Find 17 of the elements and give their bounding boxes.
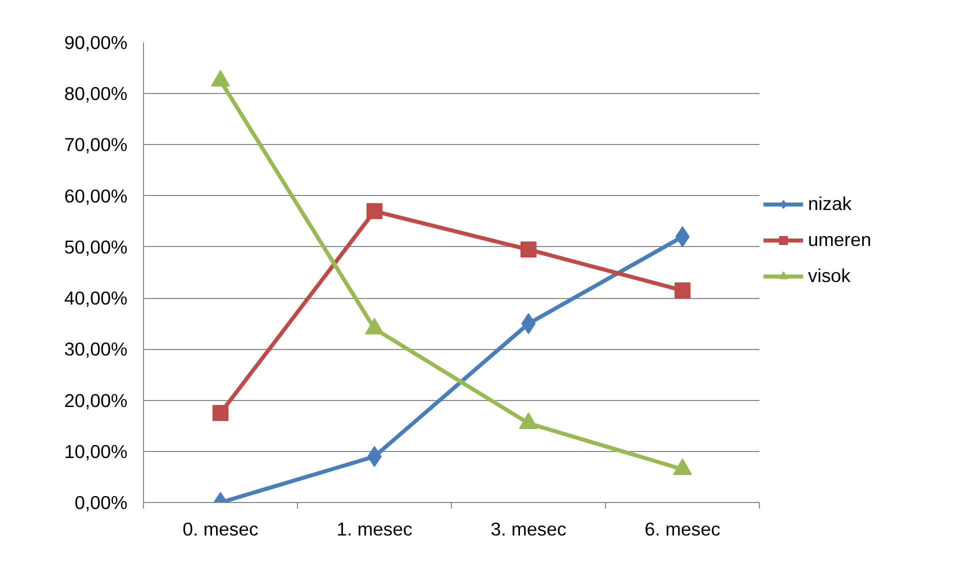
y-tick-label: 40,00% [64, 288, 128, 309]
legend-label: umeren [808, 229, 872, 251]
y-tick-label: 80,00% [64, 83, 128, 104]
x-tick-label: 0. mesec [182, 518, 258, 540]
y-tick-label: 30,00% [64, 338, 128, 360]
legend-label: visok [808, 265, 851, 287]
y-tick-label: 60,00% [64, 185, 128, 206]
legend-label: nizak [808, 193, 852, 215]
y-tick-label: 70,00% [64, 134, 128, 156]
x-tick-label: 6. mesec [644, 518, 720, 540]
y-tick-label: 10,00% [64, 440, 128, 462]
x-tick-label: 3. mesec [490, 518, 566, 540]
y-tick-label: 20,00% [64, 390, 128, 411]
y-tick-label: 50,00% [64, 236, 128, 258]
y-tick-label: 0,00% [74, 492, 128, 513]
x-tick-label: 1. mesec [336, 518, 412, 540]
y-tick-label: 90,00% [64, 32, 128, 53]
